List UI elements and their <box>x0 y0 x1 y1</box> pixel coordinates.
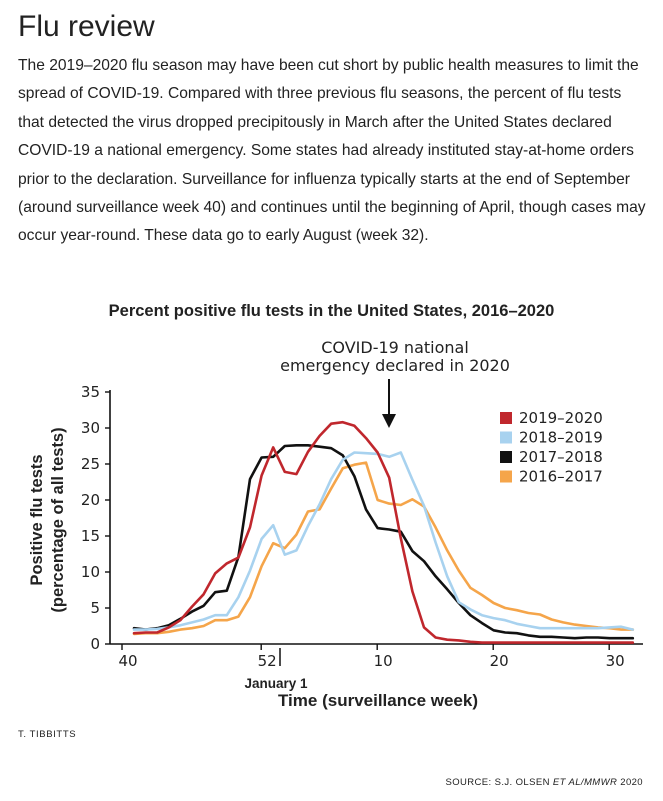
y-tick-label: 5 <box>90 599 100 617</box>
covid-annotation-line1: COVID-19 national <box>321 338 469 357</box>
source-italic: ET AL/MMWR <box>552 777 618 788</box>
chart-ticks: 0 5 10 15 20 25 30 35 40 52 10 20 30 <box>81 383 625 670</box>
covid-arrow-head <box>382 414 396 428</box>
y-tick-label: 35 <box>81 383 100 401</box>
flu-chart: 0 5 10 15 20 25 30 35 40 52 10 20 30 2019–2020 2018–2… <box>28 338 643 710</box>
x-axis-label: Time (surveillance week) <box>278 691 478 710</box>
y-tick-label: 20 <box>81 491 100 509</box>
legend-label: 2019–2020 <box>519 409 603 427</box>
article-heading: Flu review <box>18 10 155 43</box>
legend-swatch <box>500 412 512 424</box>
series-line-2017–2018 <box>132 444 635 640</box>
source-note: SOURCE: S.J. OLSEN ET AL/MMWR 2020 <box>446 777 644 788</box>
y-axis-label-line2: (percentage of all tests) <box>49 427 67 612</box>
series-line-2019–2020 <box>132 420 635 644</box>
x-tick-label: 20 <box>490 652 509 670</box>
y-tick-label: 25 <box>81 455 100 473</box>
x-tick-label: 52 <box>258 652 277 670</box>
legend-label: 2018–2019 <box>519 429 603 447</box>
legend-swatch <box>500 431 512 444</box>
x-tick-label: 10 <box>374 652 393 670</box>
legend-label: 2016–2017 <box>519 468 603 486</box>
series-line-2018–2019 <box>132 451 635 631</box>
source-prefix: SOURCE: S.J. OLSEN <box>445 777 553 788</box>
y-axis-label-line1: Positive flu tests <box>28 454 46 585</box>
x-tick-label: 40 <box>118 652 137 670</box>
x-tick-label: 30 <box>606 652 625 670</box>
legend-swatch <box>500 451 512 463</box>
chart-annotations: COVID-19 national emergency declared in … <box>244 338 509 691</box>
legend-swatch <box>500 470 512 483</box>
y-tick-label: 10 <box>81 563 100 581</box>
y-tick-label: 15 <box>81 527 100 545</box>
chart-series <box>132 420 635 644</box>
january-label: January 1 <box>244 676 308 691</box>
source-suffix: 2020 <box>617 777 643 788</box>
chart-title: Percent positive flu tests in the United… <box>108 302 555 320</box>
legend-label: 2017–2018 <box>519 448 603 466</box>
series-line-2016–2017 <box>132 461 635 636</box>
covid-annotation-line2: emergency declared in 2020 <box>280 356 510 375</box>
graphic-credit: T. TIBBITTS <box>18 729 77 740</box>
y-tick-label: 30 <box>81 419 100 437</box>
y-tick-label: 0 <box>90 635 100 653</box>
article-intro: The 2019–2020 flu season may have been c… <box>18 57 646 245</box>
